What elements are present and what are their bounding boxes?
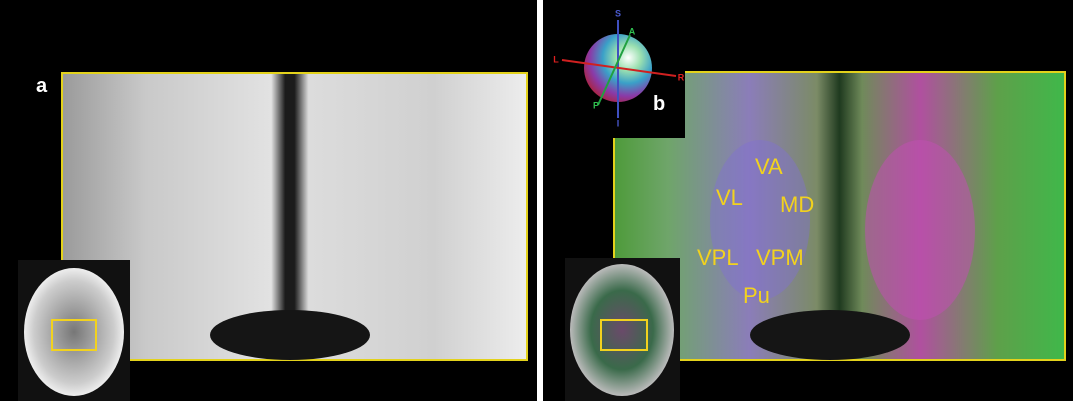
structure-label: VA bbox=[755, 154, 783, 179]
dark-region bbox=[210, 310, 370, 360]
structure-label: VPL bbox=[697, 245, 739, 270]
structure-label: Pu bbox=[743, 283, 770, 308]
structure-label: MD bbox=[780, 192, 814, 217]
axis-label: I bbox=[617, 118, 620, 128]
structure-label: VPM bbox=[756, 245, 804, 270]
inset-brain bbox=[24, 268, 124, 396]
structure-label: VL bbox=[716, 185, 743, 210]
dark-region bbox=[750, 310, 910, 360]
axis-label: P bbox=[593, 100, 599, 110]
figure: a S A L R P I b VA VL MD VPL VPM Pu bbox=[0, 0, 1073, 401]
axis-label: R bbox=[678, 72, 685, 82]
separator bbox=[537, 0, 543, 401]
axis-label: A bbox=[629, 26, 636, 36]
axis-label: S bbox=[615, 8, 621, 18]
color-region bbox=[865, 140, 975, 320]
panel-label: a bbox=[36, 75, 48, 97]
inset-brain bbox=[570, 264, 674, 396]
axis-label: L bbox=[553, 54, 559, 64]
panel-label: b bbox=[653, 93, 665, 115]
